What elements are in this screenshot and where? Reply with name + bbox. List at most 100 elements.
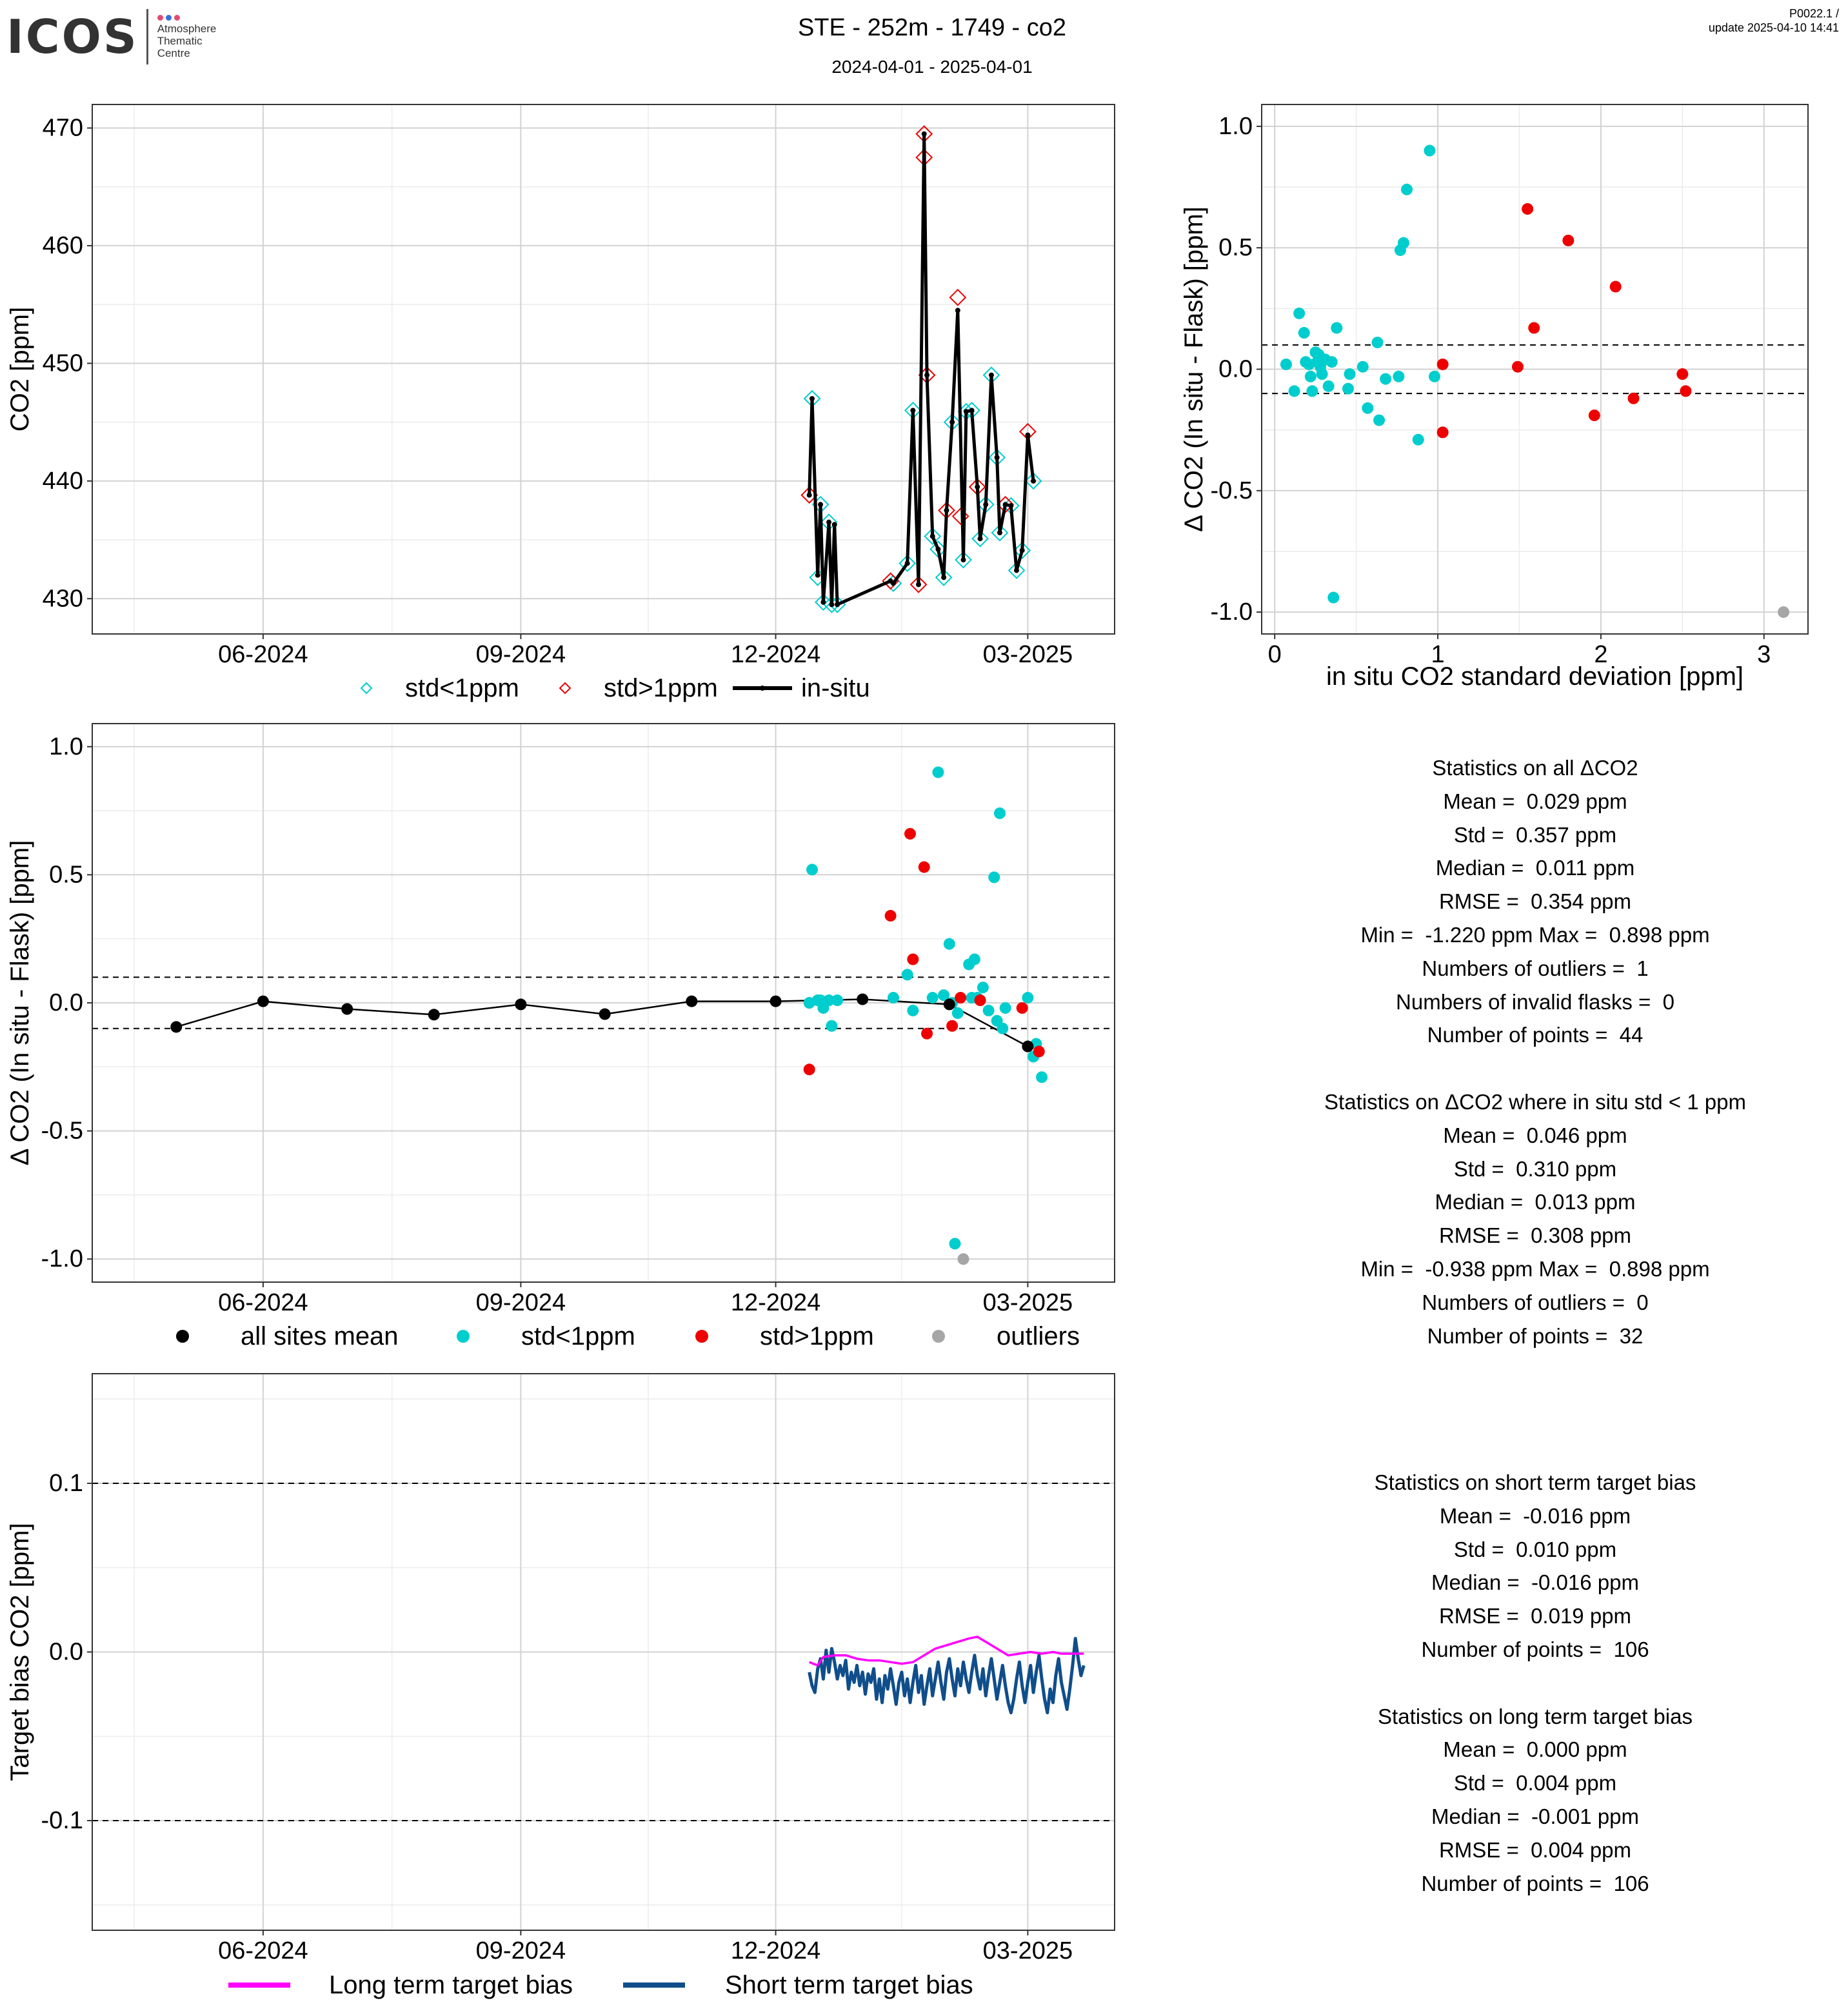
scatter-point-std-1ppm: [999, 1002, 1011, 1014]
legend-label: std>1ppm: [760, 1322, 874, 1350]
scatter-point-std-1ppm: [982, 1004, 995, 1016]
legend-key-std-gt-1ppm: [559, 682, 571, 695]
x-tick-label: 06-2024: [218, 641, 308, 668]
logo-subtitle-line: Atmosphere: [157, 22, 217, 35]
stats-line: Median = -0.001 ppm: [1431, 1804, 1639, 1828]
scatter-point-std-1ppm: [1298, 327, 1310, 339]
legend-label: std<1ppm: [521, 1322, 635, 1350]
stats-line: Number of points = 106: [1421, 1871, 1649, 1895]
legend-key-in-situ-point: [760, 686, 765, 691]
x-tick-label: 3: [1757, 641, 1771, 668]
in-situ-point: [941, 575, 947, 580]
y-tick-label: 1.0: [49, 733, 83, 760]
stats-line: Std = 0.010 ppm: [1453, 1537, 1617, 1561]
scatter-point-std-1ppm: [1293, 307, 1306, 319]
scatter-point-std-1ppm: [1528, 322, 1540, 334]
y-tick-label: 0.0: [1218, 356, 1253, 383]
scatter-point-std-1ppm: [921, 1027, 933, 1040]
stats-line: Number of points = 32: [1427, 1323, 1644, 1348]
std-lt-1ppm-diamond: [899, 555, 917, 572]
legend-label: Long term target bias: [329, 1971, 573, 1999]
in-situ-point: [1025, 432, 1031, 438]
in-situ-point: [997, 530, 1002, 536]
std-gt-1ppm-diamond: [909, 575, 928, 593]
scatter-point-std-1ppm: [1627, 392, 1640, 404]
logo-subtitle: Atmosphere Thematic Centre: [157, 14, 217, 59]
y-tick-label: 0.5: [1218, 234, 1253, 261]
in-situ-point: [829, 602, 835, 608]
y-tick-label: -0.5: [41, 1118, 83, 1145]
stats-line: Std = 0.004 ppm: [1453, 1771, 1617, 1795]
x-tick-label: 09-2024: [476, 641, 566, 668]
stats-line: Mean = -0.016 ppm: [1439, 1503, 1631, 1528]
x-tick-label: 03-2025: [983, 1289, 1073, 1316]
std-gt-1ppm-diamond: [951, 508, 969, 525]
scatter-point-std-1ppm: [1436, 426, 1449, 439]
short-term-target-bias-line: [808, 1637, 1086, 1715]
scatter-point-std-1ppm: [1316, 368, 1328, 381]
scatter-point-std-1ppm: [932, 766, 944, 778]
stats-line: RMSE = 0.354 ppm: [1438, 889, 1632, 914]
in-situ-point: [1008, 503, 1014, 509]
plot-frame: [92, 723, 1115, 1283]
all-sites-mean-point: [599, 1008, 611, 1020]
std-lt-1ppm-diamond: [1013, 542, 1031, 559]
in-situ-point: [977, 536, 983, 542]
page-title: STE - 252m - 1749 - co2: [797, 14, 1067, 41]
update-timestamp: update 2025-04-10 14:41: [1708, 21, 1839, 34]
in-situ-point: [960, 557, 966, 563]
x-tick-label: 06-2024: [218, 1937, 308, 1964]
y-axis-label: Target bias CO2 [ppm]: [6, 1523, 34, 1781]
in-situ-point: [924, 372, 930, 378]
scatter-point-std-1ppm: [1342, 382, 1355, 395]
stats-spacer: [1180, 1666, 1848, 1700]
all-sites-mean-point: [857, 993, 869, 1005]
in-situ-point: [929, 533, 935, 539]
stats-line: Numbers of invalid flasks = 0: [1396, 989, 1674, 1014]
in-situ-point: [835, 602, 840, 608]
scatter-point-std-1ppm: [938, 989, 950, 1002]
scatter-point-std-1ppm: [1033, 1045, 1045, 1058]
y-tick-label: 0.1: [49, 1470, 83, 1497]
all-sites-mean-point: [943, 998, 955, 1011]
all-sites-mean-line: [175, 998, 1028, 1047]
std-lt-1ppm-diamond: [924, 528, 942, 545]
in-situ-point: [975, 484, 980, 489]
scatter-point-std-1ppm: [806, 864, 819, 876]
in-situ-point: [949, 419, 955, 425]
logo-subtitle-line: Thematic: [157, 34, 203, 47]
stats-line: Number of points = 106: [1421, 1637, 1649, 1661]
in-situ-point: [826, 519, 832, 525]
all-sites-mean-point: [341, 1003, 353, 1015]
legend-label: outliers: [997, 1322, 1080, 1350]
long-term-target-bias-line: [809, 1636, 1084, 1667]
in-situ-point: [1002, 502, 1008, 508]
scatter-point-std-1ppm: [968, 953, 980, 965]
scatter-point-std-1ppm: [803, 1063, 815, 1076]
x-tick-label: 09-2024: [476, 1937, 566, 1964]
y-tick-label: 430: [43, 585, 83, 612]
scatter-point-std-1ppm: [1304, 370, 1316, 382]
scatter-point-std-1ppm: [918, 861, 930, 873]
stats-line: Mean = 0.046 ppm: [1443, 1123, 1627, 1147]
std-lt-1ppm-diamond: [935, 569, 953, 586]
scatter-point-std-1ppm: [907, 953, 919, 965]
scatter-point-std-1ppm: [977, 982, 989, 994]
scatter-point-outliers: [957, 1253, 969, 1265]
scatter-point-std-1ppm: [1429, 370, 1441, 382]
in-situ-point: [969, 408, 975, 413]
y-axis-label: CO2 [ppm]: [6, 307, 34, 431]
stats-line: Numbers of outliers = 1: [1422, 956, 1649, 980]
x-axis-label: in situ CO2 standard deviation [ppm]: [1326, 662, 1744, 691]
scatter-point-std-1ppm: [1680, 385, 1692, 397]
in-situ-point: [810, 396, 815, 402]
scatter-point-std-1ppm: [901, 969, 913, 981]
std-lt-1ppm-diamond: [991, 524, 1009, 542]
scatter-point-std-1ppm: [1331, 322, 1343, 334]
stats-line: Median = 0.013 ppm: [1435, 1190, 1636, 1214]
all-sites-mean-point: [1022, 1040, 1034, 1053]
all-sites-mean-point: [428, 1009, 440, 1021]
scatter-point-std-1ppm: [943, 938, 955, 950]
x-tick-label: 12-2024: [731, 641, 820, 668]
scatter-point-std-1ppm: [1609, 281, 1622, 293]
